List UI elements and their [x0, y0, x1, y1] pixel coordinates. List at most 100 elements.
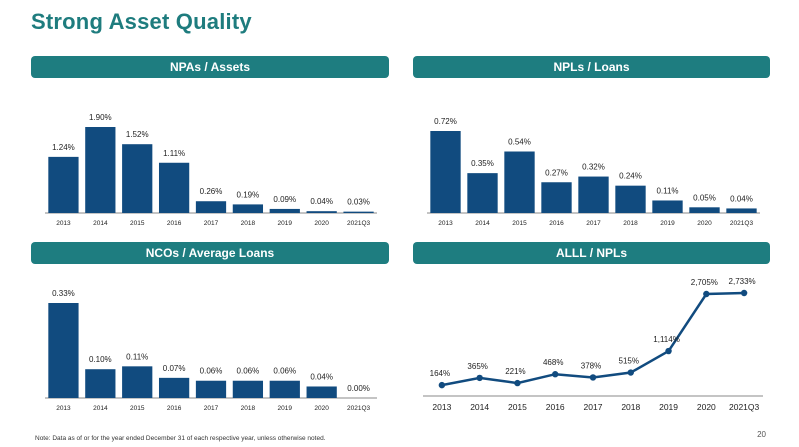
- data-label: 1.24%: [52, 143, 75, 152]
- x-tick-label: 2017: [204, 405, 219, 412]
- x-tick-label: 2020: [697, 220, 712, 227]
- data-label: 0.33%: [52, 289, 75, 298]
- bar: [306, 386, 337, 398]
- bar: [467, 173, 498, 213]
- data-label: 0.00%: [347, 384, 370, 393]
- x-tick-label: 2017: [584, 402, 603, 412]
- data-point: [627, 369, 634, 376]
- data-label: 1.11%: [163, 149, 185, 158]
- data-point: [514, 379, 521, 387]
- data-label: 0.26%: [200, 187, 223, 196]
- data-label: 1.52%: [126, 130, 149, 139]
- x-tick-label: 2018: [621, 402, 640, 412]
- data-label: 0.54%: [508, 138, 531, 147]
- data-label: 0.32%: [582, 163, 605, 172]
- data-label: 515%: [619, 357, 639, 366]
- ncos-average-loans-header: NCOs / Average Loans: [31, 242, 389, 264]
- npls-loans-header: NPLs / Loans: [413, 56, 770, 78]
- bar: [269, 208, 300, 213]
- bar: [85, 127, 116, 213]
- data-label: 1.90%: [89, 113, 112, 122]
- bar: [541, 182, 572, 213]
- data-point: [703, 290, 710, 298]
- data-label: 378%: [581, 361, 601, 370]
- data-label: 0.06%: [237, 367, 260, 376]
- bar: [578, 176, 609, 213]
- data-label: 164%: [430, 369, 450, 378]
- x-tick-label: 2015: [130, 220, 145, 227]
- x-tick-label: 2013: [56, 220, 71, 227]
- x-tick-label: 2015: [130, 405, 145, 412]
- data-point: [589, 374, 597, 381]
- bar: [232, 380, 264, 398]
- x-tick-label: 2014: [93, 405, 108, 412]
- x-tick-label: 2019: [278, 405, 293, 412]
- x-tick-label: 2015: [508, 402, 527, 412]
- data-label: 0.07%: [163, 364, 186, 373]
- data-label: 0.11%: [656, 186, 678, 195]
- x-tick-label: 2019: [660, 220, 675, 227]
- x-tick-label: 2020: [697, 402, 716, 412]
- data-label: 0.03%: [347, 198, 370, 207]
- npas-assets-header: NPAs / Assets: [31, 56, 389, 78]
- data-point: [438, 381, 446, 389]
- bar: [48, 156, 79, 213]
- x-tick-label: 2016: [546, 402, 565, 412]
- data-label: 1,114%: [653, 335, 680, 344]
- x-tick-label: 2017: [204, 220, 219, 227]
- bar: [122, 144, 153, 213]
- x-tick-label: 2021Q3: [729, 402, 760, 412]
- data-label: 2,733%: [729, 277, 756, 286]
- data-label: 2,705%: [691, 278, 718, 287]
- data-label: 221%: [505, 367, 525, 376]
- x-tick-label: 2020: [314, 220, 329, 227]
- data-label: 0.04%: [730, 194, 753, 203]
- x-tick-label: 2014: [93, 220, 108, 227]
- x-tick-label: 2018: [241, 220, 256, 227]
- bar: [615, 185, 646, 213]
- alll-npls-header: ALLL / NPLs: [413, 242, 770, 264]
- bar: [232, 204, 264, 213]
- bar: [689, 207, 720, 213]
- data-point: [740, 289, 748, 297]
- bar: [343, 211, 374, 213]
- data-label: 0.06%: [273, 367, 296, 376]
- bar: [726, 208, 757, 213]
- bar: [195, 201, 227, 213]
- data-label: 0.72%: [434, 117, 457, 126]
- x-tick-label: 2021Q3: [347, 220, 371, 227]
- x-tick-label: 2021Q3: [730, 220, 754, 227]
- x-tick-label: 2018: [241, 405, 256, 412]
- data-label: 0.27%: [545, 168, 568, 177]
- data-label: 365%: [467, 362, 487, 371]
- data-point: [552, 371, 559, 378]
- data-point: [665, 347, 672, 355]
- x-tick-label: 2016: [549, 220, 564, 227]
- x-tick-label: 2013: [56, 405, 71, 412]
- x-tick-label: 2021Q3: [347, 405, 371, 412]
- data-label: 0.04%: [310, 372, 333, 381]
- x-tick-label: 2019: [659, 402, 678, 412]
- data-label: 0.06%: [200, 367, 223, 376]
- x-tick-label: 2015: [512, 220, 527, 227]
- bar: [306, 211, 337, 213]
- data-label: 468%: [543, 358, 563, 367]
- data-label: 0.11%: [126, 352, 148, 361]
- bar: [652, 200, 683, 213]
- bar: [158, 162, 190, 213]
- series-line: [441, 291, 745, 387]
- data-label: 0.24%: [619, 172, 642, 181]
- data-label: 0.05%: [693, 193, 716, 202]
- bar: [158, 377, 190, 398]
- x-tick-label: 2016: [167, 405, 182, 412]
- bar: [85, 369, 116, 398]
- bar: [269, 380, 300, 398]
- page-title: Strong Asset Quality: [31, 9, 252, 34]
- data-label: 0.10%: [89, 355, 112, 364]
- x-tick-label: 2019: [278, 220, 293, 227]
- data-label: 0.09%: [273, 195, 296, 204]
- data-label: 0.35%: [471, 159, 494, 168]
